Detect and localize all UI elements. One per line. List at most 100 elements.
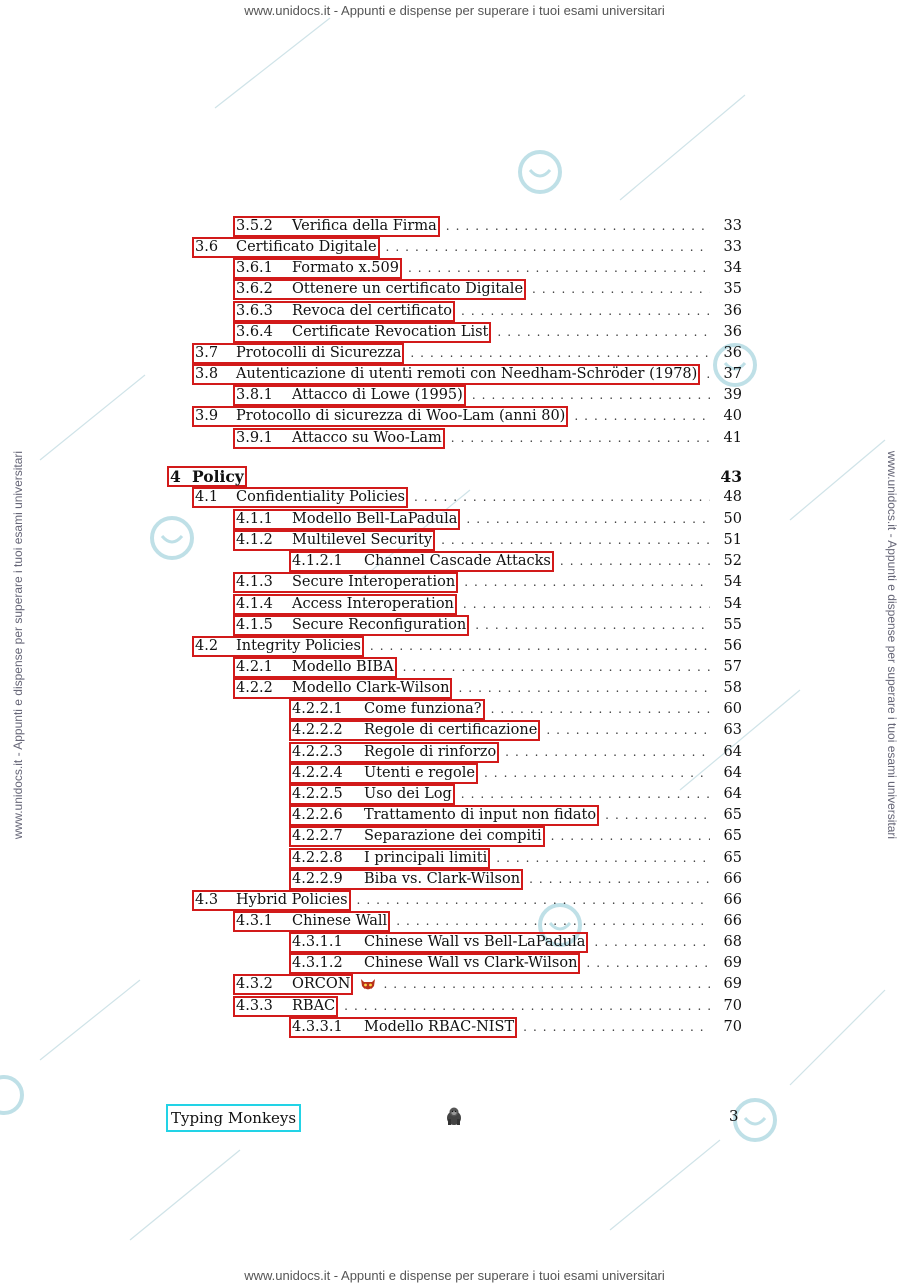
toc-entry-page: 41	[723, 430, 742, 446]
toc-entry-title: Access Interoperation	[292, 596, 454, 612]
toc-entry-page: 39	[723, 387, 742, 403]
toc-entry-link[interactable]: 3.6 Certificato Digitale	[192, 237, 380, 258]
toc-entry-title: Biba vs. Clark-Wilson	[364, 871, 521, 887]
toc-entry-number: 3.6	[195, 239, 219, 255]
toc-leader-dots: ........................................…	[414, 490, 710, 504]
toc-entry-number: 4.2.2.5	[292, 786, 343, 802]
toc-row: 4.2.2.3 Regole di rinforzo...............…	[289, 742, 742, 763]
toc-entry-page: 68	[723, 934, 742, 950]
toc-entry-link[interactable]: 3.7 Protocolli di Sicurezza	[192, 343, 405, 364]
toc-entry-link[interactable]: 4.2.2.3 Regole di rinforzo	[289, 742, 500, 763]
toc-entry-number: 4.2	[195, 638, 219, 654]
toc-row: 4.2.2.7 Separazione dei compiti..........…	[289, 826, 742, 847]
toc-leader-dots: ........................................…	[441, 533, 710, 547]
toc-entry-number: 4.3.1.2	[292, 955, 343, 971]
toc-entry-page: 66	[723, 892, 742, 908]
toc-entry-link[interactable]: 4.3 Hybrid Policies	[192, 890, 351, 911]
toc-entry-link[interactable]: 4.3.3 RBAC	[233, 996, 339, 1017]
toc-leader-dots: ........................................…	[706, 364, 710, 385]
toc-entry-link[interactable]: 4.2 Integrity Policies	[192, 636, 364, 657]
toc-entry-page: 36	[723, 324, 742, 340]
toc-entry-link[interactable]: 4.2.2.8 I principali limiti	[289, 848, 491, 869]
toc-leader-dots: ........................................…	[369, 639, 710, 653]
toc-entry-link[interactable]: 4.2.2.9 Biba vs. Clark-Wilson	[289, 869, 524, 890]
toc-leader-dots: ........................................…	[574, 409, 710, 423]
toc-entry-link[interactable]: 4.3.1 Chinese Wall	[233, 911, 391, 932]
toc-row: 4.2.1 Modello BIBA.......................…	[233, 657, 742, 678]
toc-entry-link[interactable]: 4.1 Confidentiality Policies	[192, 487, 409, 508]
toc-row: 4.2.2 Modello Clark-Wilson...............…	[233, 678, 742, 699]
toc-entry-page: 64	[723, 786, 742, 802]
toc-entry-page: 34	[723, 260, 742, 276]
toc-row: 4.3 Hybrid Policies......................…	[192, 890, 742, 911]
toc-entry-number: 4.2.2.8	[292, 850, 343, 866]
toc-entry-link[interactable]: 4.1.2.1 Channel Cascade Attacks	[289, 551, 554, 572]
watermark-header: www.unidocs.it - Appunti e dispense per …	[244, 3, 665, 18]
toc-entry-number: 4.3.3.1	[292, 1019, 343, 1035]
toc-entry-title: Trattamento di input non fidato	[364, 807, 597, 823]
toc-entry-link[interactable]: 4.1.4 Access Interoperation	[233, 594, 457, 615]
toc-row: 4.1.4 Access Interoperation..............…	[233, 594, 742, 615]
toc-entry-number: 4.1.2.1	[292, 553, 343, 569]
toc-entry-link[interactable]: 4.3.3.1 Modello RBAC-NIST	[289, 1017, 518, 1038]
toc-entry-title: Modello BIBA	[292, 659, 394, 675]
toc-row: 4.3.2 ORCON..............................…	[233, 974, 742, 995]
toc-entry-number: 4.3.1	[236, 913, 273, 929]
toc-entry-link[interactable]: 4.1.1 Modello Bell-LaPadula	[233, 509, 461, 530]
toc-entry-page: 65	[723, 850, 742, 866]
toc-entry-title: Regole di rinforzo	[364, 744, 497, 760]
toc-entry-link[interactable]: 4 Policy	[167, 466, 247, 487]
toc-entry-page: 60	[723, 701, 742, 717]
gorilla-icon	[447, 1107, 461, 1125]
toc-entry-title: Regole di certificazione	[364, 722, 538, 738]
toc-row: 3.8.1 Attacco di Lowe (1995).............…	[233, 385, 742, 406]
toc-row: 4.1.3 Secure Interoperation..............…	[233, 572, 742, 593]
toc-leader-dots: ........................................…	[559, 554, 710, 568]
toc-entry-page: 70	[723, 1019, 742, 1035]
toc-entry-link[interactable]: 3.8 Autenticazione di utenti remoti con N…	[192, 364, 701, 385]
toc-entry-link[interactable]: 4.1.3 Secure Interoperation	[233, 572, 459, 593]
toc-entry-title: Attacco su Woo-Lam	[292, 430, 442, 446]
toc-entry-link[interactable]: 4.2.2.1 Come funziona?	[289, 699, 485, 720]
toc-entry-link[interactable]: 4.2.2.6 Trattamento di input non fidato	[289, 805, 600, 826]
toc-entry-link[interactable]: 4.2.2 Modello Clark-Wilson	[233, 678, 453, 699]
toc-entry-number: 3.6.1	[236, 260, 273, 276]
toc-leader-dots: ........................................…	[462, 597, 710, 611]
toc-entry-number: 3.6.3	[236, 303, 273, 319]
toc-entry-link[interactable]: 4.2.2.4 Utenti e regole	[289, 763, 478, 784]
toc-entry-link[interactable]: 3.9 Protocollo di sicurezza di Woo-Lam (a…	[192, 406, 569, 427]
toc-entry-page: 36	[723, 345, 742, 361]
toc-row: 4.2.2.2 Regole di certificazione.........…	[289, 720, 742, 741]
toc-entry-title: Certificate Revocation List	[292, 324, 489, 340]
toc-entry-title: I principali limiti	[364, 850, 488, 866]
toc-row: 3.5.2 Verifica della Firma...............…	[233, 216, 742, 237]
toc-entry-page: 48	[723, 489, 742, 505]
toc-entry-link[interactable]: 3.9.1 Attacco su Woo-Lam	[233, 428, 445, 449]
toc-entry-link[interactable]: 4.2.2.2 Regole di certificazione	[289, 720, 541, 741]
toc-entry-link[interactable]: 4.3.1.2 Chinese Wall vs Clark-Wilson	[289, 953, 581, 974]
toc-row: 3.6.2 Ottenere un certificato Digitale...…	[233, 279, 742, 300]
toc-entry-title: Multilevel Security	[292, 532, 433, 548]
toc-entry-number: 4.3.3	[236, 998, 273, 1014]
toc-entry-link[interactable]: 3.6.1 Formato x.509	[233, 258, 402, 279]
toc-entry-link[interactable]: 3.8.1 Attacco di Lowe (1995)	[233, 385, 466, 406]
toc-entry-number: 4.1.4	[236, 596, 273, 612]
toc-entry-link[interactable]: 4.3.1.1 Chinese Wall vs Bell-LaPadula	[289, 932, 589, 953]
toc-entry-link[interactable]: 4.1.2 Multilevel Security	[233, 530, 436, 551]
toc-row: 4.3.3.1 Modello RBAC-NIST................…	[289, 1017, 742, 1038]
toc-entry-link[interactable]: 3.6.4 Certificate Revocation List	[233, 322, 492, 343]
toc-entry-title: Integrity Policies	[236, 638, 361, 654]
toc-entry-number: 4.2.2.4	[292, 765, 343, 781]
toc-entry-link[interactable]: 3.6.2 Ottenere un certificato Digitale	[233, 279, 527, 300]
toc-entry-link[interactable]: 4.2.2.7 Separazione dei compiti	[289, 826, 545, 847]
toc-entry-link[interactable]: 4.2.2.5 Uso dei Log	[289, 784, 455, 805]
toc-entry-number: 4.2.2	[236, 680, 273, 696]
toc-entry-link[interactable]: 3.5.2 Verifica della Firma	[233, 216, 440, 237]
toc-entry-link[interactable]: 3.6.3 Revoca del certificato	[233, 301, 455, 322]
toc-leader-dots: ........................................…	[407, 261, 710, 275]
toc-row: 4.2.2.1 Come funziona?...................…	[289, 699, 742, 720]
toc-entry-link[interactable]: 4.1.5 Secure Reconfiguration	[233, 615, 470, 636]
toc-entry-number: 4.2.1	[236, 659, 273, 675]
toc-entry-link[interactable]: 4.2.1 Modello BIBA	[233, 657, 397, 678]
toc-entry-link[interactable]: 4.3.2 ORCON	[233, 974, 354, 995]
